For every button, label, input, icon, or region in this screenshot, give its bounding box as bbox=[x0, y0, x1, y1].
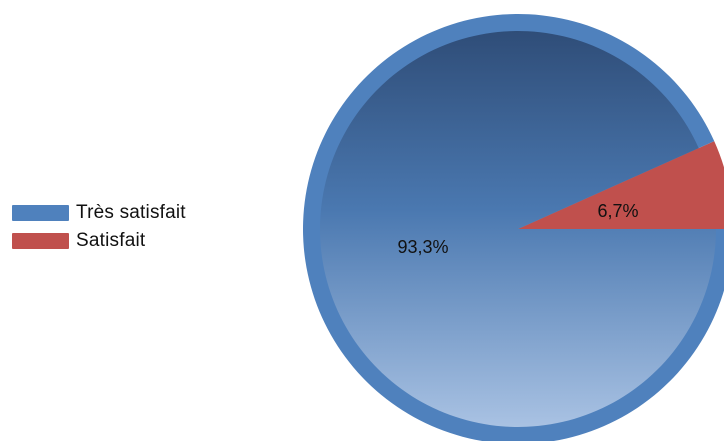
pie-labels-group: 6,7% 93,3% bbox=[397, 201, 638, 257]
legend-item-satisfait: Satisfait bbox=[12, 227, 272, 255]
legend-swatch-satisfait bbox=[12, 233, 69, 249]
data-label-tres-satisfait: 93,3% bbox=[397, 237, 448, 257]
legend-label-tres-satisfait: Très satisfait bbox=[76, 202, 186, 223]
pie-slice-tres-satisfait bbox=[320, 30, 716, 428]
data-label-satisfait: 6,7% bbox=[597, 201, 638, 221]
legend-item-tres-satisfait: Très satisfait bbox=[12, 199, 272, 227]
legend-swatch-tres-satisfait bbox=[12, 205, 69, 221]
chart-legend: Très satisfait Satisfait bbox=[12, 199, 272, 255]
pie-slice-satisfait bbox=[518, 148, 716, 229]
legend-label-satisfait: Satisfait bbox=[76, 230, 146, 251]
pie-slices-group bbox=[303, 14, 724, 441]
